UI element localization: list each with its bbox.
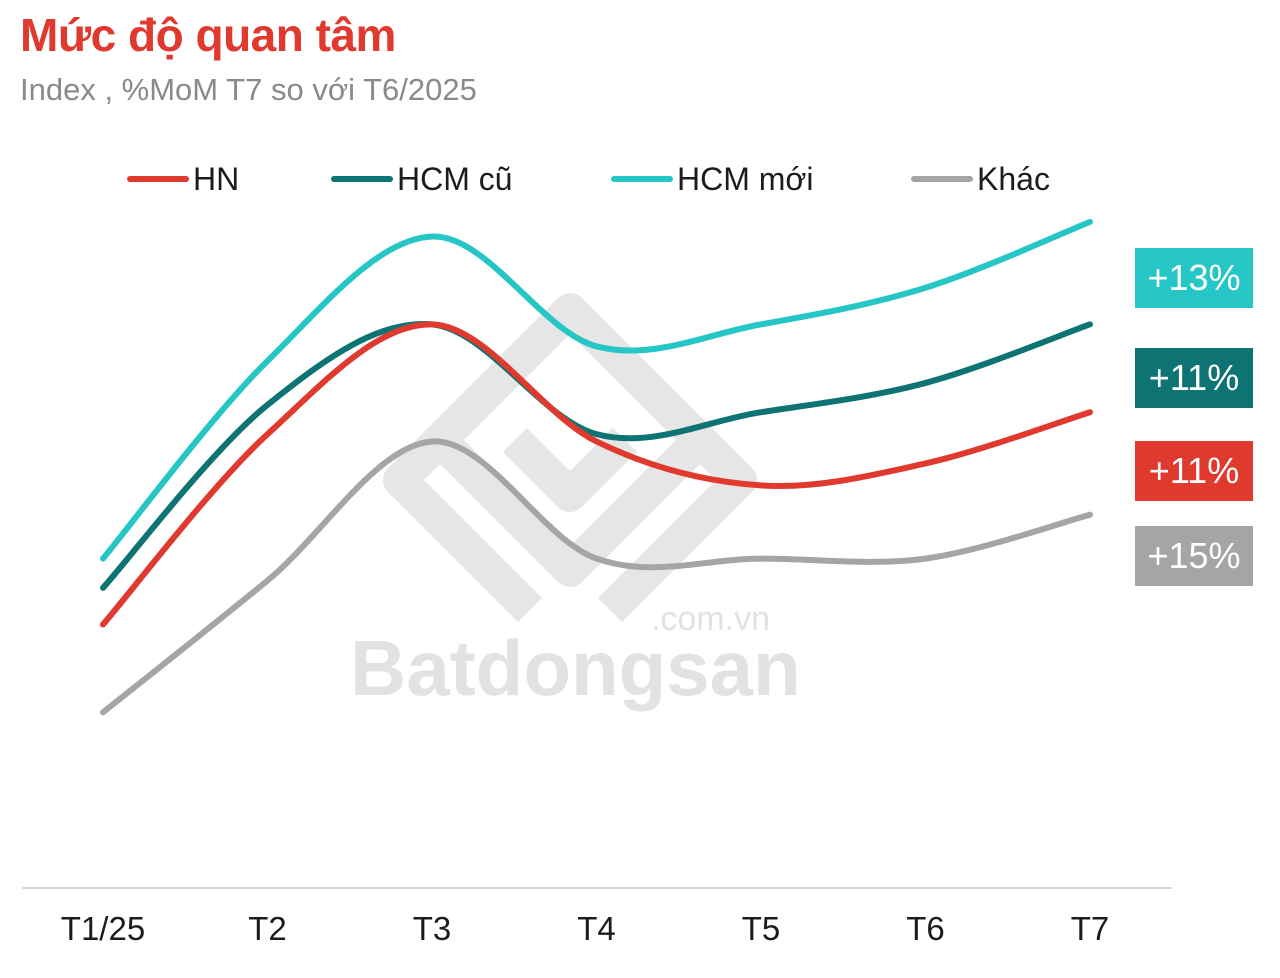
legend-item-hn: HN [127, 156, 239, 202]
legend-swatch [911, 176, 973, 182]
series-line-1 [100, 321, 1093, 591]
legend: HN HCM cũ HCM mới Khác [0, 156, 1280, 206]
legend-item-hcm-cu: HCM cũ [331, 156, 513, 202]
x-tick-label: T6 [906, 910, 945, 947]
series-line-2 [100, 218, 1093, 562]
x-tick-label: T5 [741, 910, 781, 947]
legend-label: HCM cũ [397, 160, 513, 197]
series-line-3 [100, 438, 1093, 716]
legend-swatch [331, 176, 393, 182]
legend-label: HN [193, 160, 240, 197]
legend-item-khac: Khác [911, 156, 1050, 202]
series-line-0 [100, 321, 1093, 628]
end-value-label: +15% [1135, 526, 1253, 586]
legend-item-hcm-moi: HCM mới [611, 156, 814, 202]
x-tick-label: T7 [1070, 910, 1110, 947]
legend-swatch [127, 176, 189, 182]
legend-label: HCM mới [677, 160, 814, 197]
legend-swatch [611, 176, 673, 182]
x-tick-label: T2 [248, 910, 287, 947]
chart-subtitle: Index , %MoM T7 so với T6/2025 [20, 72, 477, 107]
legend-label: Khác [977, 160, 1050, 197]
x-tick-label: T4 [577, 910, 616, 947]
watermark-domain: .com.vn [651, 600, 770, 638]
watermark-brand: Batdongsan [350, 624, 800, 712]
end-value-label: +11% [1135, 441, 1253, 501]
chart-title: Mức độ quan tâm [20, 9, 396, 61]
x-tick-label: T1/25 [60, 910, 146, 947]
end-value-label: +13% [1135, 248, 1253, 308]
end-value-label: +11% [1135, 348, 1253, 408]
watermark-logo: .com.vn Batdongsan [350, 293, 800, 712]
series-layer [100, 218, 1093, 716]
x-tick-label: T3 [412, 910, 452, 947]
